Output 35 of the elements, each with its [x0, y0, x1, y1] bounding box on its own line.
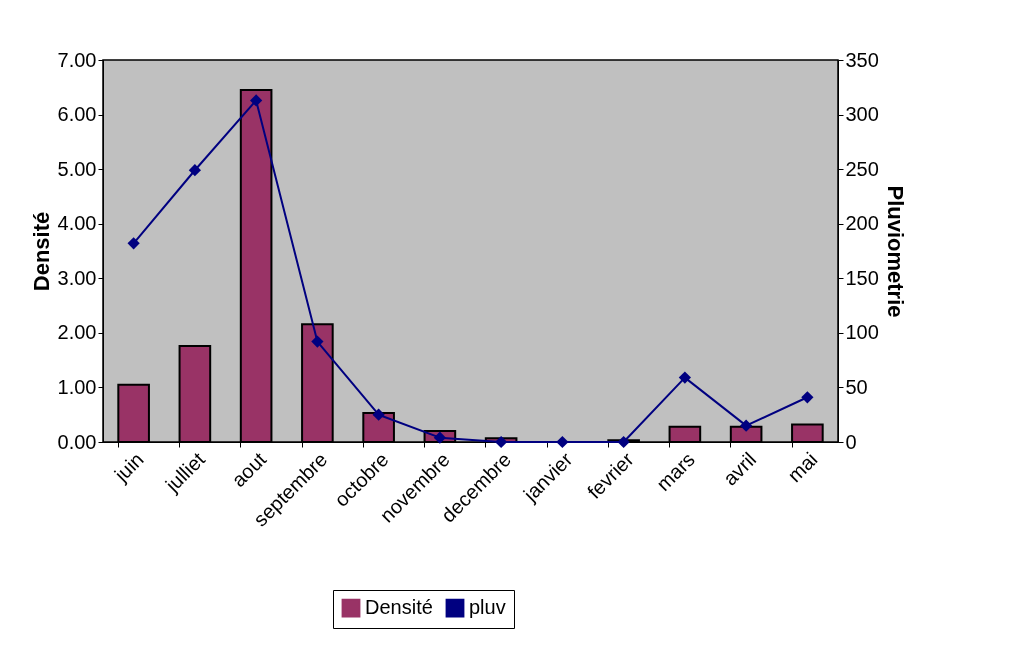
y2-tick-label: 50 — [845, 375, 868, 398]
y-tick-label: 7.00 — [57, 48, 97, 71]
y2-tick-label: 150 — [845, 266, 879, 289]
y-tick-label: 1.00 — [57, 375, 97, 398]
point — [801, 391, 814, 404]
y2-axis-title: Pluviometrie — [882, 185, 908, 318]
y2-tick-label: 100 — [845, 321, 879, 344]
y2-tick-label: 200 — [845, 212, 879, 235]
y2-tick-label: 0 — [845, 430, 857, 453]
y2-tick-label: 300 — [845, 103, 879, 126]
point — [188, 164, 201, 177]
y-tick-label: 2.00 — [57, 321, 97, 344]
x-tick-label: avril — [718, 448, 761, 490]
legend-label: pluv — [469, 596, 506, 619]
point — [311, 335, 324, 348]
y-tick-label: 0.00 — [57, 430, 97, 453]
legend-label: Densité — [365, 596, 433, 619]
y-tick-label: 5.00 — [57, 157, 97, 180]
y-tick-label: 6.00 — [57, 103, 97, 126]
y-tick-label: 4.00 — [57, 212, 97, 235]
point — [678, 371, 691, 384]
point — [433, 431, 446, 444]
x-tick-label: juin — [109, 448, 148, 487]
point — [127, 237, 140, 250]
point — [372, 408, 385, 421]
x-tick-label: mai — [783, 448, 822, 487]
y2-tick-label: 250 — [845, 157, 879, 180]
point — [617, 435, 630, 449]
y2-tick-label: 350 — [845, 48, 879, 71]
point — [495, 435, 508, 449]
point — [740, 419, 753, 432]
point — [250, 94, 263, 107]
y-tick-label: 3.00 — [57, 266, 97, 289]
point — [556, 435, 569, 449]
y-axis-title: Densité — [28, 211, 54, 292]
